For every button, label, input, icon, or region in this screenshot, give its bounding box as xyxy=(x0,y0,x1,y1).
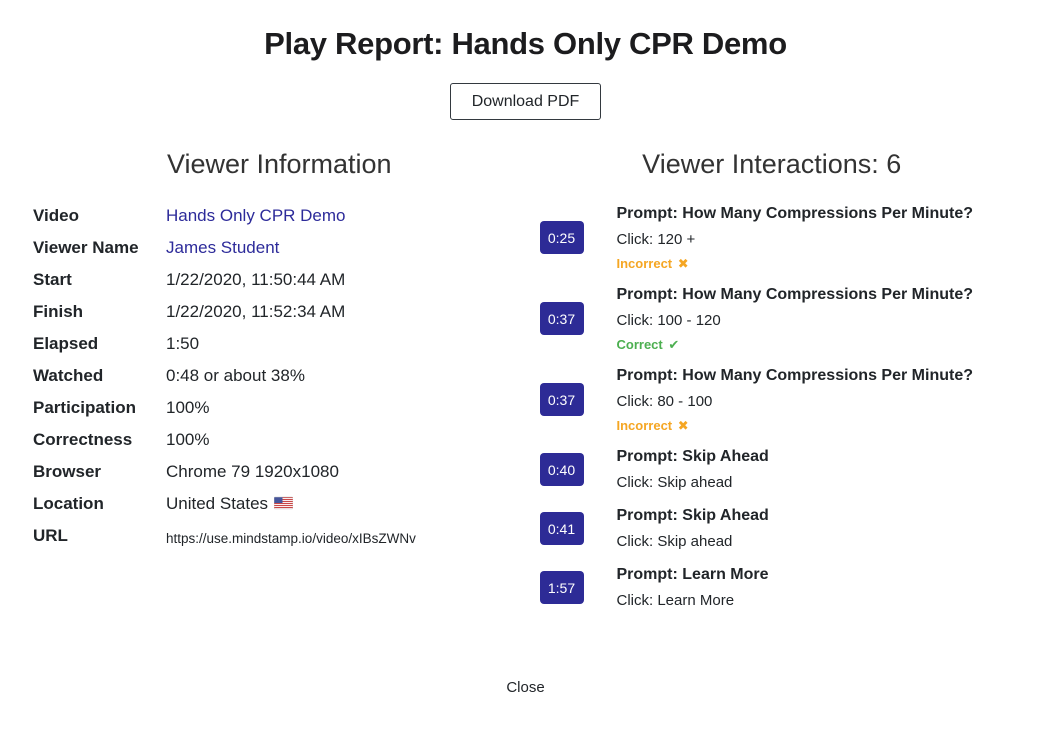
info-label: Participation xyxy=(33,398,136,417)
x-mark-icon: ✖ xyxy=(677,418,689,433)
viewer-name-link[interactable]: James Student xyxy=(166,238,280,257)
timestamp-badge[interactable]: 0:37 xyxy=(539,302,584,335)
info-label: Video xyxy=(33,206,79,225)
timestamp-badge[interactable]: 0:41 xyxy=(539,512,584,545)
x-mark-icon: ✖ xyxy=(677,256,689,271)
info-label: Viewer Name xyxy=(33,238,139,257)
info-value: United States xyxy=(166,493,294,514)
info-value: 100% xyxy=(166,430,210,449)
interaction-item: 0:37 Prompt: How Many Compressions Per M… xyxy=(539,365,1019,434)
interaction-item: 0:37 Prompt: How Many Compressions Per M… xyxy=(539,284,1019,353)
info-value: James Student xyxy=(166,237,279,258)
info-row-url: URL https://use.mindstamp.io/video/xIBsZ… xyxy=(33,525,526,549)
interaction-title: Prompt: How Many Compressions Per Minute… xyxy=(616,286,973,303)
play-report-page: Play Report: Hands Only CPR Demo Downloa… xyxy=(33,26,1018,702)
info-value: 1/22/2020, 11:52:34 AM xyxy=(166,302,346,321)
viewer-interactions-section: Viewer Interactions: 6 0:25 Prompt: How … xyxy=(526,149,1019,623)
interaction-item: 0:40 Prompt: Skip Ahead Click: Skip ahea… xyxy=(539,446,1019,493)
interaction-action: Click: Learn More xyxy=(616,592,735,609)
info-label: Finish xyxy=(33,302,84,321)
interaction-item: 0:25 Prompt: How Many Compressions Per M… xyxy=(539,203,1019,272)
info-value: 1:50 xyxy=(166,334,200,353)
status-label: Incorrect xyxy=(616,418,673,433)
interaction-title: Prompt: Skip Ahead xyxy=(616,507,769,524)
info-label: Correctness xyxy=(33,430,133,449)
interaction-item: 1:57 Prompt: Learn More Click: Learn Mor… xyxy=(539,564,1019,611)
interaction-title: Prompt: How Many Compressions Per Minute… xyxy=(616,367,973,384)
info-label: Elapsed xyxy=(33,334,99,353)
info-label: Start xyxy=(33,270,72,289)
info-row-participation: Participation 100% xyxy=(33,397,526,418)
info-label: Browser xyxy=(33,462,102,481)
interaction-item: 0:41 Prompt: Skip Ahead Click: Skip ahea… xyxy=(539,505,1019,552)
interaction-action: Click: 100 - 120 xyxy=(616,312,721,329)
page-title: Play Report: Hands Only CPR Demo xyxy=(264,26,787,61)
interaction-action: Click: Skip ahead xyxy=(616,474,733,491)
interaction-body: Prompt: How Many Compressions Per Minute… xyxy=(617,203,1019,272)
status-badge: Correct ✔ xyxy=(617,337,1019,353)
info-row-viewer-name: Viewer Name James Student xyxy=(33,237,526,258)
info-value: 0:48 or about 38% xyxy=(166,366,305,385)
location-text: United States xyxy=(166,494,269,513)
close-button[interactable]: Close xyxy=(494,673,556,702)
download-row: Download PDF xyxy=(33,83,1018,120)
viewer-information-section: Viewer Information Video Hands Only CPR … xyxy=(33,149,526,560)
info-value: 1/22/2020, 11:50:44 AM xyxy=(166,270,346,289)
info-value: Hands Only CPR Demo xyxy=(166,205,346,226)
us-flag-icon xyxy=(273,496,294,510)
timestamp-badge[interactable]: 0:25 xyxy=(539,221,584,254)
info-row-start: Start 1/22/2020, 11:50:44 AM xyxy=(33,269,526,290)
info-value: 100% xyxy=(166,398,210,417)
status-label: Incorrect xyxy=(616,256,673,271)
status-badge: Incorrect ✖ xyxy=(617,418,1019,434)
timestamp-badge[interactable]: 0:37 xyxy=(539,383,584,416)
info-label: Watched xyxy=(33,366,104,385)
interaction-title: Prompt: How Many Compressions Per Minute… xyxy=(616,205,973,222)
info-row-watched: Watched 0:48 or about 38% xyxy=(33,365,526,386)
info-row-elapsed: Elapsed 1:50 xyxy=(33,333,526,354)
info-rows: Video Hands Only CPR Demo Viewer Name Ja… xyxy=(33,203,526,549)
interaction-body: Prompt: Skip Ahead Click: Skip ahead xyxy=(617,505,1019,552)
info-row-video: Video Hands Only CPR Demo xyxy=(33,205,526,226)
modal-footer: Close xyxy=(33,673,1018,702)
interaction-title: Prompt: Skip Ahead xyxy=(616,448,769,465)
viewer-information-heading: Viewer Information xyxy=(166,149,392,179)
timestamp-badge[interactable]: 1:57 xyxy=(539,571,584,604)
info-row-finish: Finish 1/22/2020, 11:52:34 AM xyxy=(33,301,526,322)
interaction-body: Prompt: How Many Compressions Per Minute… xyxy=(617,284,1019,353)
info-value: Chrome 79 1920x1080 xyxy=(166,462,339,481)
info-label: Location xyxy=(33,494,104,513)
viewer-interactions-heading: Viewer Interactions: 6 xyxy=(642,149,902,179)
status-label: Correct xyxy=(616,337,663,352)
interaction-title: Prompt: Learn More xyxy=(616,566,769,583)
interaction-body: Prompt: How Many Compressions Per Minute… xyxy=(617,365,1019,434)
interactions-list: 0:25 Prompt: How Many Compressions Per M… xyxy=(526,203,1019,611)
status-badge: Incorrect ✖ xyxy=(617,256,1019,272)
video-link[interactable]: Hands Only CPR Demo xyxy=(166,206,346,225)
interaction-body: Prompt: Learn More Click: Learn More xyxy=(617,564,1019,611)
info-label: URL xyxy=(33,526,68,545)
info-value-url: https://use.mindstamp.io/video/xIBsZWNv xyxy=(166,531,416,546)
content-columns: Viewer Information Video Hands Only CPR … xyxy=(33,149,1018,623)
check-mark-icon: ✔ xyxy=(668,337,680,352)
info-row-location: Location United States xyxy=(33,493,526,514)
interaction-action: Click: 120 + xyxy=(616,231,696,248)
interaction-action: Click: 80 - 100 xyxy=(616,393,713,410)
interaction-action: Click: Skip ahead xyxy=(616,533,733,550)
info-row-browser: Browser Chrome 79 1920x1080 xyxy=(33,461,526,482)
timestamp-badge[interactable]: 0:40 xyxy=(539,453,584,486)
download-pdf-button[interactable]: Download PDF xyxy=(449,83,602,120)
interaction-body: Prompt: Skip Ahead Click: Skip ahead xyxy=(617,446,1019,493)
info-row-correctness: Correctness 100% xyxy=(33,429,526,450)
